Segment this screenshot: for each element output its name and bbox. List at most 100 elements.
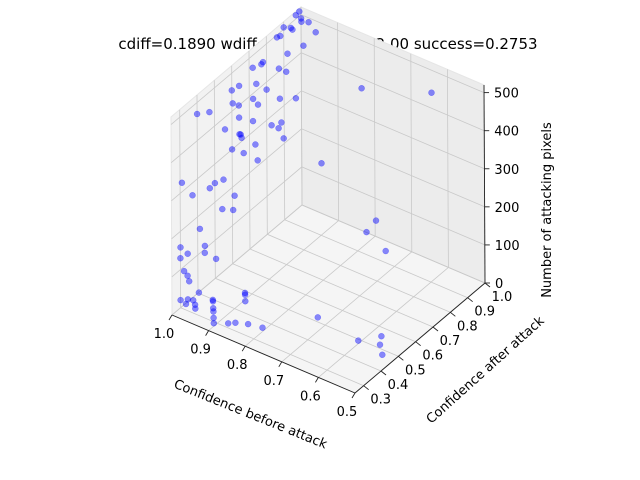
- x-tick-label: 0.5: [337, 405, 358, 420]
- data-point: [355, 337, 362, 344]
- data-point: [191, 301, 199, 309]
- data-point: [206, 184, 214, 192]
- data-point: [259, 324, 266, 331]
- data-point: [273, 34, 281, 41]
- x-axis-line: [171, 314, 356, 394]
- data-point: [312, 29, 319, 36]
- data-point: [210, 319, 218, 327]
- data-point: [192, 305, 199, 312]
- data-point: [184, 272, 191, 280]
- y-tick-label: 0.4: [388, 378, 409, 393]
- data-point: [241, 291, 249, 299]
- y-tick-mark: [432, 326, 439, 332]
- x-tick-label: 0.6: [300, 389, 321, 404]
- data-point: [201, 242, 209, 250]
- x-tick-mark: [278, 361, 283, 368]
- data-point: [193, 110, 201, 118]
- y-tick-mark: [398, 355, 404, 361]
- data-point: [372, 217, 380, 224]
- data-point: [379, 351, 386, 359]
- y-tick-label: 0.8: [457, 319, 478, 334]
- data-point: [189, 297, 197, 304]
- data-point: [318, 160, 325, 167]
- y-tick-label: 0.6: [422, 349, 443, 364]
- z-axis-line: [483, 84, 486, 284]
- data-point: [228, 146, 236, 153]
- data-point: [249, 64, 256, 72]
- y-tick-mark: [450, 311, 456, 317]
- data-point: [177, 244, 184, 251]
- y-tick-label: 1.0: [492, 290, 513, 305]
- data-point: [206, 108, 213, 116]
- data-point: [268, 122, 275, 129]
- scatter-points: [177, 8, 435, 359]
- data-point: [185, 278, 193, 285]
- data-point: [241, 289, 249, 297]
- data-point: [178, 179, 186, 187]
- data-point: [259, 58, 267, 66]
- axis-lines: [171, 84, 486, 394]
- x-tick-mark: [315, 377, 319, 383]
- y-tick-mark: [363, 385, 369, 391]
- y-tick-mark: [484, 282, 491, 288]
- data-point: [254, 157, 261, 164]
- data-point: [184, 250, 191, 257]
- data-point: [180, 267, 188, 275]
- data-point: [252, 141, 259, 148]
- data-point: [363, 228, 370, 236]
- data-point: [249, 117, 257, 125]
- data-point: [358, 85, 365, 92]
- data-point: [254, 101, 262, 108]
- x-tick-label: 0.7: [263, 374, 284, 389]
- z-tick-label: 400: [494, 125, 519, 140]
- data-point: [382, 247, 389, 255]
- y-tick-label: 0.3: [370, 393, 391, 408]
- data-point: [195, 289, 203, 296]
- data-point: [278, 119, 285, 126]
- data-point: [292, 11, 300, 19]
- data-point: [277, 32, 284, 40]
- z-tick-label: 300: [494, 163, 519, 178]
- data-point: [210, 314, 217, 322]
- data-point: [314, 314, 322, 321]
- z-tick-label: 0: [495, 277, 503, 292]
- z-tick-label: 200: [495, 201, 520, 216]
- z-tick-label: 100: [495, 239, 520, 254]
- data-point: [209, 296, 217, 304]
- tick-labels: 0.50.60.70.80.91.00.30.40.50.60.70.80.91…: [154, 87, 520, 420]
- data-point: [263, 86, 270, 93]
- data-point: [236, 130, 243, 138]
- data-point: [184, 296, 192, 303]
- data-point: [428, 89, 435, 96]
- data-point: [280, 135, 287, 142]
- y-tick-mark: [415, 341, 421, 347]
- data-point: [231, 192, 238, 199]
- data-point: [376, 341, 384, 348]
- data-point: [211, 179, 219, 187]
- grid-line-z: [171, 90, 485, 202]
- data-point: [242, 297, 249, 305]
- data-point: [378, 332, 385, 340]
- z-axis-label: Number of attacking pixels: [540, 122, 555, 298]
- data-point: [209, 304, 217, 312]
- data-point: [209, 298, 217, 305]
- data-point: [249, 95, 257, 103]
- data-point: [289, 26, 296, 33]
- data-point: [297, 15, 305, 22]
- x-tick-label: 1.0: [154, 327, 175, 342]
- data-point: [240, 149, 247, 157]
- x-tick-mark: [351, 392, 356, 399]
- data-point: [182, 300, 190, 308]
- data-point: [224, 320, 232, 327]
- data-point: [220, 176, 227, 183]
- x-tick-label: 0.8: [227, 358, 248, 373]
- grid-line-z: [171, 128, 485, 240]
- grid-line-z: [170, 52, 485, 164]
- data-point: [237, 131, 244, 138]
- z-tick-label: 500: [494, 87, 519, 102]
- data-point: [276, 95, 284, 102]
- data-point: [280, 24, 287, 31]
- data-point: [244, 320, 252, 328]
- data-point: [229, 100, 236, 107]
